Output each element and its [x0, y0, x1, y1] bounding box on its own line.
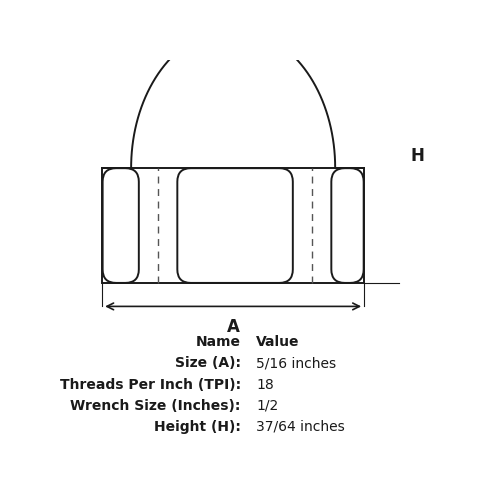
- Text: Name: Name: [196, 336, 241, 349]
- Text: Height (H):: Height (H):: [154, 420, 241, 434]
- Text: 5/16 inches: 5/16 inches: [256, 356, 336, 370]
- Bar: [102, 168, 364, 283]
- Text: 18: 18: [256, 378, 274, 392]
- Text: A: A: [226, 318, 239, 336]
- Text: Wrench Size (Inches):: Wrench Size (Inches):: [70, 399, 241, 413]
- Text: 1/2: 1/2: [256, 399, 278, 413]
- Text: Threads Per Inch (TPI):: Threads Per Inch (TPI):: [60, 378, 241, 392]
- Text: 37/64 inches: 37/64 inches: [256, 420, 345, 434]
- Text: H: H: [410, 147, 424, 165]
- Text: Value: Value: [256, 336, 300, 349]
- Text: Size (A):: Size (A):: [175, 356, 241, 370]
